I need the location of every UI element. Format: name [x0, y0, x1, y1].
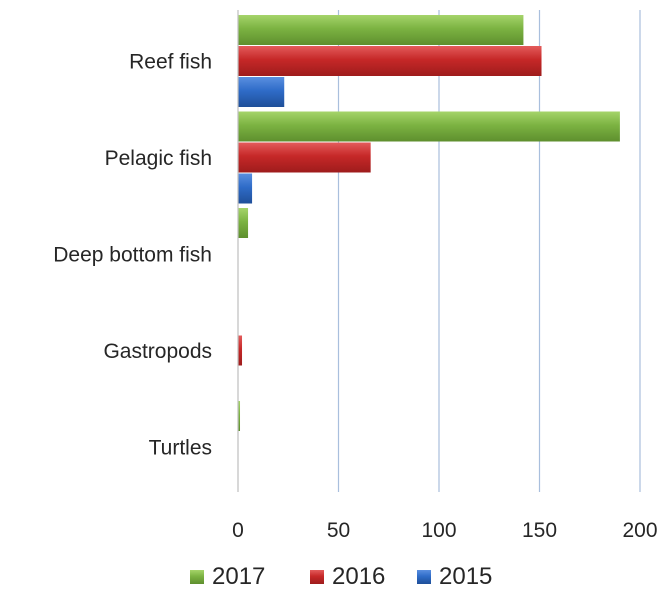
- legend-swatch-2015: [417, 570, 431, 584]
- x-tick-label: 50: [327, 519, 350, 542]
- bar-2016-pelagic-fish: [238, 142, 371, 173]
- legend-swatch-2016: [310, 570, 324, 584]
- category-label: Gastropods: [103, 340, 212, 363]
- bar-2015-pelagic-fish: [238, 173, 253, 204]
- bar-2017-deep-bottom-fish: [238, 208, 249, 238]
- x-tick-label: 200: [622, 519, 657, 542]
- category-label: Deep bottom fish: [53, 244, 212, 267]
- bar-2017-turtles: [238, 401, 241, 431]
- bar-2016-gastropods: [238, 335, 243, 366]
- legend-label-2015: 2015: [439, 563, 492, 590]
- legend-label-2017: 2017: [212, 563, 265, 590]
- x-tick-labels: 0 50 100 150 200: [232, 519, 657, 542]
- x-tick-label: 0: [232, 519, 244, 542]
- bars: [238, 15, 620, 431]
- x-tick-label: 100: [421, 519, 456, 542]
- category-label: Turtles: [149, 437, 212, 460]
- category-labels: Reef fish Pelagic fish Deep bottom fish Gas…: [53, 51, 212, 460]
- category-label: Pelagic fish: [105, 147, 212, 170]
- legend: 2017 2016 2015: [190, 563, 492, 590]
- bar-2015-reef-fish: [238, 77, 285, 107]
- category-label: Reef fish: [129, 51, 212, 74]
- bar-2017-reef-fish: [238, 15, 524, 45]
- bar-2017-pelagic-fish: [238, 111, 620, 142]
- legend-label-2016: 2016: [332, 563, 385, 590]
- x-tick-label: 150: [522, 519, 557, 542]
- legend-swatch-2017: [190, 570, 204, 584]
- gridlines: [337, 10, 641, 492]
- bar-2016-reef-fish: [238, 46, 542, 76]
